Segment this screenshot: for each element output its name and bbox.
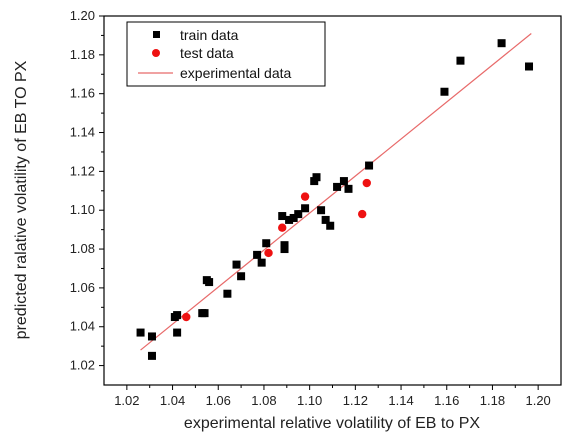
train-point: [294, 210, 303, 219]
train-point: [344, 184, 353, 193]
x-axis: 1.02 1.04 1.06 1.08 1.10 1.12 1.14 1.16 1.18 1.20: [114, 385, 551, 408]
x-tick-label: 1.20: [525, 393, 550, 408]
train-point: [285, 215, 294, 224]
train-point: [301, 204, 310, 213]
train-point: [147, 332, 156, 341]
train-point: [278, 212, 287, 221]
train-point: [147, 351, 156, 360]
train-point: [262, 239, 271, 248]
legend-experimental-label: experimental data: [180, 65, 292, 81]
legend-test-label: test data: [180, 45, 234, 61]
x-axis-title: experimental relative volatility of EB t…: [184, 415, 480, 432]
test-point: [264, 248, 273, 258]
y-tick-label: 1.08: [70, 241, 95, 256]
test-point: [300, 192, 310, 201]
train-point: [312, 173, 321, 182]
x-tick-label: 1.04: [160, 393, 185, 408]
legend-train-marker: [153, 31, 160, 38]
legend: train data test data experimental data: [126, 21, 326, 87]
test-point: [182, 312, 191, 322]
y-tick-label: 1.04: [70, 319, 95, 334]
y-axis: 1.02 1.04 1.06 1.08 1.10 1.12 1.14 1.16 1.18 1.20: [70, 8, 104, 373]
train-point: [497, 39, 506, 48]
x-tick-label: 1.12: [343, 393, 368, 408]
legend-train-label: train data: [180, 27, 239, 43]
x-tick-label: 1.16: [434, 393, 459, 408]
train-point: [237, 272, 246, 281]
x-tick-label: 1.08: [251, 393, 276, 408]
y-tick-label: 1.06: [70, 280, 95, 295]
train-point: [333, 182, 342, 191]
train-point: [339, 177, 348, 186]
test-point: [358, 209, 367, 219]
y-tick-label: 1.18: [70, 47, 95, 62]
train-point: [200, 309, 209, 318]
y-axis-title: predicted ralative volatility of EB TO P…: [13, 60, 30, 339]
train-point: [232, 260, 241, 269]
train-point: [321, 215, 330, 224]
x-tick-label: 1.10: [297, 393, 322, 408]
train-point: [317, 206, 326, 215]
test-point: [278, 223, 287, 232]
x-tick-label: 1.14: [388, 393, 413, 408]
train-point: [326, 221, 335, 230]
y-tick-label: 1.20: [70, 8, 95, 23]
x-tick-label: 1.02: [114, 393, 139, 408]
train-point: [525, 62, 534, 71]
x-tick-label: 1.06: [206, 393, 231, 408]
train-point: [205, 278, 214, 287]
legend-test-marker: [152, 49, 160, 57]
train-point: [440, 87, 449, 96]
train-point: [173, 311, 182, 320]
y-tick-label: 1.12: [70, 163, 95, 178]
train-point: [173, 328, 182, 337]
train-point: [257, 258, 266, 267]
train-point: [289, 213, 298, 222]
y-tick-label: 1.16: [70, 86, 95, 101]
y-tick-label: 1.14: [70, 125, 95, 140]
train-point: [136, 328, 145, 337]
experimental-data-line: [140, 33, 532, 351]
test-point: [362, 178, 371, 188]
train-data-series: [136, 39, 534, 360]
train-point: [280, 245, 289, 254]
y-tick-label: 1.10: [70, 202, 95, 217]
train-point: [365, 161, 374, 170]
y-tick-label: 1.02: [70, 358, 95, 373]
train-point: [223, 289, 232, 298]
train-point: [253, 250, 262, 259]
train-point: [456, 56, 465, 65]
experimental-data-series: [140, 33, 532, 351]
test-data-series: [182, 178, 371, 322]
x-tick-label: 1.18: [480, 393, 505, 408]
